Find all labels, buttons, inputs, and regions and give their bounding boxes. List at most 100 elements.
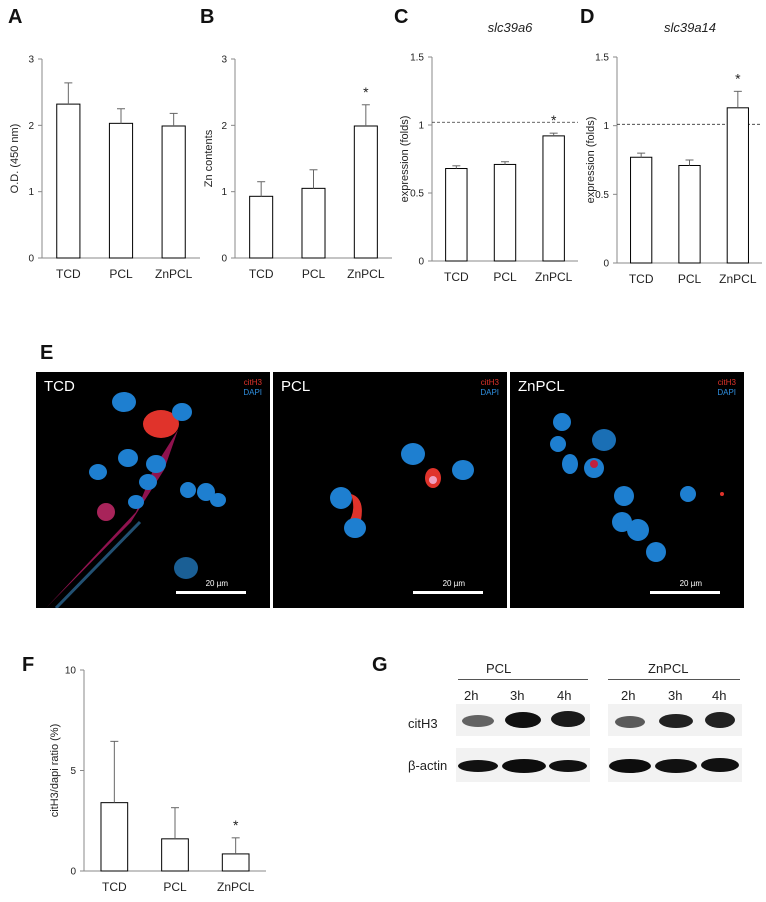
blot-membrane [456,748,590,782]
micrograph-label: TCD [44,378,75,395]
blot-row-label-actin: β-actin [408,758,448,773]
scale-bar-label: 20 µm [442,579,465,588]
y-tick-label: 0.5 [595,190,609,201]
bar [353,125,378,259]
blot-membrane [456,704,590,736]
x-tick-label: PCL [493,270,517,284]
x-tick-label: ZnPCL [535,270,573,284]
y-axis-label: expression (folds) [399,116,411,203]
x-tick-label: ZnPCL [217,880,255,894]
panel-letter-d: D [580,6,595,28]
bar [542,135,565,262]
y-tick-label: 1 [221,187,227,198]
y-tick-label: 2 [221,121,227,132]
y-axis-label: expression (folds) [585,117,597,204]
x-tick-label: TCD [56,267,81,281]
x-tick-label: PCL [163,880,187,894]
blot-timepoint: 2h [464,688,479,703]
stain-legend-cith3: citH3 [480,378,499,387]
micrograph-label: PCL [281,378,311,395]
scale-bar [650,591,720,594]
panel-letter-c: C [394,6,409,28]
y-tick-label: 0 [418,257,424,268]
x-tick-label: TCD [444,270,469,284]
y-tick-label: 1.5 [410,53,424,64]
panel-letter-b: B [200,6,215,28]
y-tick-label: 1 [418,121,424,132]
stain-legend-dapi: DAPI [717,388,736,397]
scale-bar [176,591,246,594]
y-tick-label: 5 [70,766,76,777]
y-tick-label: 1 [603,121,609,132]
y-tick-label: 0 [603,259,609,270]
bar [630,156,653,264]
y-tick-label: 0 [28,254,34,265]
significance-marker: * [735,70,741,86]
y-axis-label: citH3/dapi ratio (%) [49,724,61,818]
blot-timepoint: 4h [712,688,727,703]
micrograph-tcd: TCD citH3 DAPI 20 µm [36,372,270,608]
micrograph-znpcl: ZnPCL citH3 DAPI 20 µm [510,372,744,608]
blot-group-label-znpcl: ZnPCL [648,661,689,676]
x-tick-label: TCD [249,267,274,281]
y-axis-label: Zn contents [203,129,215,187]
y-tick-label: 1 [28,187,34,198]
blot-timepoint: 3h [510,688,525,703]
panel-letter-a: A [8,6,23,28]
blot-membrane [608,748,742,782]
blot-row-label-cith3: citH3 [408,716,438,731]
bar [161,838,189,872]
panel-letter-f: F [22,654,35,676]
bar [161,125,186,259]
blot-group-label-pcl: PCL [486,661,512,676]
blot-timepoint: 3h [668,688,683,703]
blot-group-line [608,679,740,680]
x-tick-label: TCD [102,880,127,894]
panel-letter-e: E [40,342,54,364]
bar [100,802,129,872]
y-tick-label: 0 [70,867,76,878]
bar [445,168,468,262]
stain-legend-dapi: DAPI [243,388,262,397]
scale-bar-label: 20 µm [679,579,702,588]
micrograph-pcl-image [330,443,474,538]
y-axis-label: O.D. (450 nm) [9,124,21,194]
panel-letter-g: G [372,654,388,676]
chart-title: slc39a14 [664,20,716,35]
chart-title: slc39a6 [488,20,534,35]
stain-legend-cith3: citH3 [717,378,736,387]
micrograph-label: ZnPCL [518,378,565,395]
scale-bar [413,591,483,594]
bar [249,195,274,259]
micrograph-pcl: PCL citH3 DAPI 20 µm [273,372,507,608]
significance-marker: * [363,84,369,100]
y-tick-label: 0.5 [410,189,424,200]
y-tick-label: 3 [221,55,227,66]
y-tick-label: 2 [28,121,34,132]
blot-membrane [608,704,742,736]
x-tick-label: PCL [109,267,133,281]
bar [221,853,250,872]
bar [493,163,517,262]
micrograph-tcd-image [46,392,226,608]
micrograph-znpcl-image [550,413,724,562]
bar [301,187,326,259]
y-tick-label: 10 [65,666,77,677]
blot-timepoint: 2h [621,688,636,703]
stain-legend-cith3: citH3 [243,378,262,387]
bar [678,164,701,264]
stain-legend-dapi: DAPI [480,388,499,397]
x-tick-label: TCD [629,272,654,286]
bar [108,122,134,259]
x-tick-label: PCL [302,267,326,281]
bar [726,107,749,264]
significance-marker: * [233,817,239,833]
y-tick-label: 0 [221,254,227,265]
y-tick-label: 1.5 [595,53,609,64]
x-tick-label: ZnPCL [719,272,757,286]
blot-group-line [458,679,588,680]
significance-marker: * [551,112,557,128]
x-tick-label: PCL [678,272,702,286]
y-tick-label: 3 [28,55,34,66]
